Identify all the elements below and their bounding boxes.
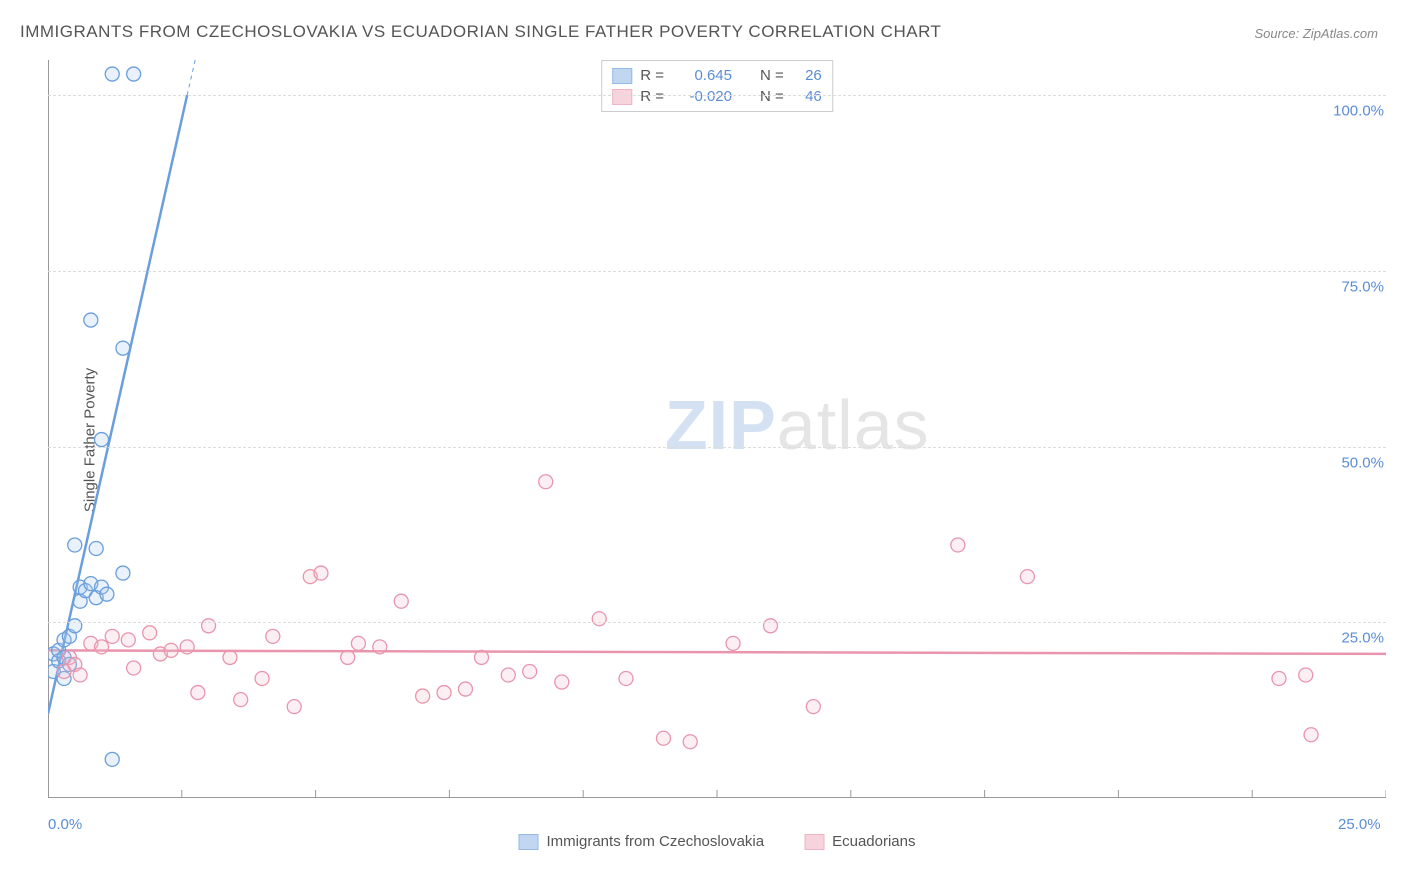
data-point-ecuadorian	[73, 668, 87, 682]
data-point-ecuadorian	[1299, 668, 1313, 682]
legend-n-label: N =	[760, 67, 784, 84]
data-point-ecuadorian	[619, 672, 633, 686]
data-point-czech	[116, 566, 130, 580]
legend-item-czech: Immigrants from Czechoslovakia	[519, 833, 765, 850]
y-axis-tick-label: 100.0%	[1333, 103, 1384, 120]
data-point-ecuadorian	[523, 664, 537, 678]
legend-r-value-czech: 0.645	[672, 67, 732, 84]
grid-line-horizontal	[48, 271, 1386, 272]
x-axis-tick-label: 25.0%	[1338, 816, 1381, 833]
data-point-ecuadorian	[351, 636, 365, 650]
data-point-czech	[68, 619, 82, 633]
legend-r-value-ecuadorian: -0.020	[672, 88, 732, 105]
data-point-ecuadorian	[287, 700, 301, 714]
x-axis-tick-label: 0.0%	[48, 816, 82, 833]
data-point-ecuadorian	[394, 594, 408, 608]
legend-n-label: N =	[760, 88, 784, 105]
grid-line-horizontal	[48, 95, 1386, 96]
data-point-ecuadorian	[592, 612, 606, 626]
data-point-czech	[100, 587, 114, 601]
legend-series-name-ecuadorian: Ecuadorians	[832, 833, 915, 850]
data-point-ecuadorian	[202, 619, 216, 633]
data-point-czech	[116, 341, 130, 355]
data-point-ecuadorian	[806, 700, 820, 714]
legend-n-value-ecuadorian: 46	[792, 88, 822, 105]
legend-swatch-ecuadorian	[612, 89, 632, 105]
data-point-ecuadorian	[341, 650, 355, 664]
data-point-czech	[68, 538, 82, 552]
data-point-ecuadorian	[437, 686, 451, 700]
legend-n-value-czech: 26	[792, 67, 822, 84]
chart-area: Single Father Poverty ZIPatlas R =0.645N…	[48, 60, 1386, 820]
data-point-ecuadorian	[223, 650, 237, 664]
legend-swatch-ecuadorian	[804, 834, 824, 850]
y-axis-tick-label: 25.0%	[1341, 630, 1384, 647]
legend-swatch-czech	[612, 68, 632, 84]
source-attribution: Source: ZipAtlas.com	[1254, 26, 1378, 41]
data-point-ecuadorian	[143, 626, 157, 640]
data-point-ecuadorian	[234, 693, 248, 707]
legend-r-label: R =	[640, 88, 664, 105]
source-label: Source:	[1254, 26, 1302, 41]
data-point-ecuadorian	[656, 731, 670, 745]
data-point-czech	[127, 67, 141, 81]
legend-series: Immigrants from Czechoslovakia Ecuadorian…	[519, 833, 916, 850]
grid-line-horizontal	[48, 622, 1386, 623]
source-value: ZipAtlas.com	[1303, 26, 1378, 41]
data-point-ecuadorian	[121, 633, 135, 647]
data-point-ecuadorian	[180, 640, 194, 654]
data-point-ecuadorian	[764, 619, 778, 633]
data-point-czech	[84, 313, 98, 327]
y-axis-tick-label: 75.0%	[1341, 278, 1384, 295]
data-point-ecuadorian	[314, 566, 328, 580]
data-point-ecuadorian	[475, 650, 489, 664]
legend-r-label: R =	[640, 67, 664, 84]
data-point-ecuadorian	[373, 640, 387, 654]
data-point-ecuadorian	[555, 675, 569, 689]
data-point-ecuadorian	[726, 636, 740, 650]
data-point-ecuadorian	[105, 629, 119, 643]
data-point-ecuadorian	[266, 629, 280, 643]
data-point-ecuadorian	[416, 689, 430, 703]
data-point-ecuadorian	[127, 661, 141, 675]
legend-swatch-czech	[519, 834, 539, 850]
legend-stats-row-ecuadorian: R = -0.020 N = 46	[612, 86, 822, 107]
data-point-ecuadorian	[501, 668, 515, 682]
legend-stats-box: R = 0.645 N = 26 R = -0.020 N = 46	[601, 60, 833, 112]
chart-title: IMMIGRANTS FROM CZECHOSLOVAKIA VS ECUADO…	[20, 22, 941, 42]
data-point-ecuadorian	[683, 735, 697, 749]
data-point-ecuadorian	[255, 672, 269, 686]
legend-series-name-czech: Immigrants from Czechoslovakia	[547, 833, 765, 850]
grid-line-horizontal	[48, 447, 1386, 448]
data-point-ecuadorian	[95, 640, 109, 654]
data-point-ecuadorian	[539, 475, 553, 489]
data-point-czech	[105, 67, 119, 81]
scatter-plot-svg	[48, 60, 1386, 820]
data-point-ecuadorian	[458, 682, 472, 696]
legend-item-ecuadorian: Ecuadorians	[804, 833, 915, 850]
data-point-ecuadorian	[164, 643, 178, 657]
data-point-czech	[105, 752, 119, 766]
data-point-ecuadorian	[1272, 672, 1286, 686]
data-point-ecuadorian	[1304, 728, 1318, 742]
data-point-ecuadorian	[951, 538, 965, 552]
legend-stats-row-czech: R = 0.645 N = 26	[612, 65, 822, 86]
y-axis-tick-label: 50.0%	[1341, 454, 1384, 471]
data-point-czech	[95, 433, 109, 447]
data-point-czech	[89, 541, 103, 555]
data-point-ecuadorian	[191, 686, 205, 700]
data-point-ecuadorian	[1020, 570, 1034, 584]
